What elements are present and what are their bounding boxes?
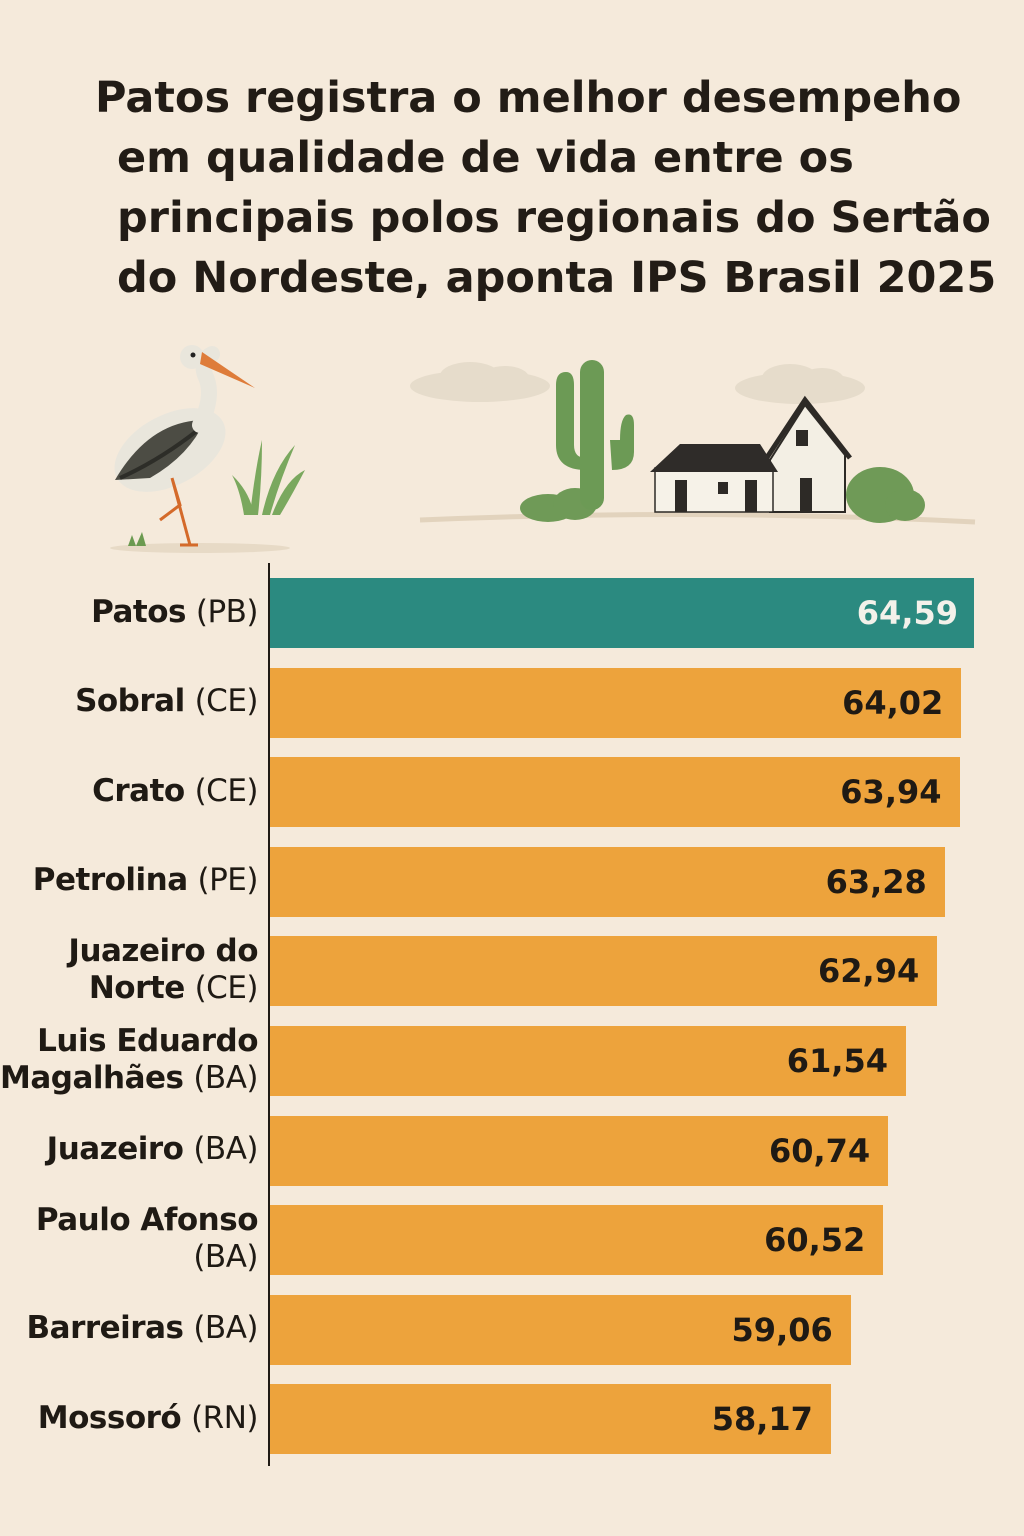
stork-icon <box>114 345 255 547</box>
bar-barreiras <box>270 1294 851 1365</box>
bar-value-label: 63,94 <box>840 773 942 812</box>
category-label: Paulo Afonso (BA) <box>35 1202 259 1276</box>
bar-juazeiro-do-norte <box>270 936 938 1007</box>
title-line-3: principais polos regionais do Sertão <box>117 193 991 243</box>
y-axis-line <box>268 563 270 1466</box>
category-label: Mossoró (RN) <box>37 1399 259 1436</box>
category-label: Juazeiro (BA) <box>46 1131 259 1168</box>
house-icon <box>650 444 778 513</box>
bar-value-label: 58,17 <box>711 1400 813 1439</box>
grass-icon <box>128 532 146 546</box>
category-label: Luis Eduardo Magalhães (BA) <box>0 1023 258 1096</box>
bar-value-label: 60,52 <box>764 1221 866 1260</box>
bar-mossoró <box>270 1384 831 1455</box>
grass-icon <box>232 440 305 515</box>
bar-value-label: 62,94 <box>818 952 920 991</box>
title-line-1: Patos registra o melhor desempeho <box>95 73 962 123</box>
bar-sobral <box>270 667 962 738</box>
title-line-4: do Nordeste, aponta IPS Brasil 2025 <box>117 253 997 303</box>
bush-icon <box>520 488 597 522</box>
category-label: Patos (PB) <box>91 593 258 630</box>
bar-value-label: 60,74 <box>768 1131 871 1170</box>
chart-title: Patos registra o melhor desempeho em qua… <box>95 68 997 308</box>
bar-crato <box>270 757 960 828</box>
bar-value-label: 63,28 <box>825 862 927 901</box>
cloud-icon <box>735 364 865 404</box>
category-label: Juazeiro do Norte (CE) <box>68 933 258 1007</box>
bush-icon <box>846 467 925 523</box>
house-icon <box>761 395 852 513</box>
sertao-illustration <box>110 345 976 553</box>
cactus-icon <box>556 360 634 510</box>
bar-value-label: 64,59 <box>856 594 958 632</box>
cloud-icon <box>410 362 550 402</box>
category-label: Crato (CE) <box>92 772 258 809</box>
title-line-2: em qualidade de vida entre os <box>117 133 854 183</box>
bar-patos <box>270 578 974 648</box>
bar-value-label: 59,06 <box>731 1310 833 1349</box>
bar-value-label: 61,54 <box>786 1042 889 1080</box>
category-label: Barreiras (BA) <box>26 1310 259 1347</box>
bar-juazeiro <box>270 1115 889 1186</box>
bar-petrolina <box>270 846 945 917</box>
category-label: Petrolina (PE) <box>32 862 259 899</box>
bar-luis-eduardo-magalhães <box>270 1026 907 1096</box>
bar-paulo-afonso <box>270 1205 884 1276</box>
bar-value-label: 64,02 <box>842 683 944 722</box>
category-label: Sobral (CE) <box>75 683 258 720</box>
